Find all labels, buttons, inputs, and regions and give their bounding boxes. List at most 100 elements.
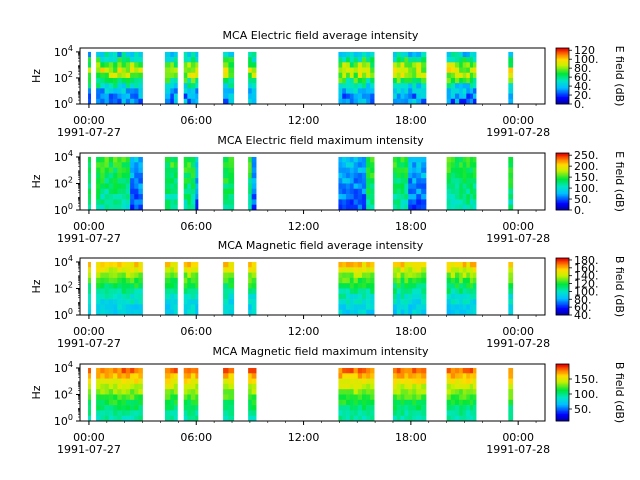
colorbar-step bbox=[556, 293, 569, 296]
data-segment bbox=[342, 293, 347, 300]
data-segment bbox=[183, 277, 188, 284]
data-segment bbox=[412, 367, 417, 374]
data-segment bbox=[454, 172, 460, 179]
data-segment bbox=[195, 405, 199, 411]
data-segment bbox=[357, 51, 363, 58]
data-segment bbox=[251, 378, 257, 385]
data-segment bbox=[138, 261, 143, 268]
data-segment bbox=[190, 98, 196, 105]
colorbar-step bbox=[556, 102, 569, 105]
data-segment bbox=[173, 204, 178, 211]
data-segment bbox=[190, 183, 196, 190]
data-segment bbox=[412, 88, 417, 94]
data-segment bbox=[248, 383, 252, 390]
data-segment bbox=[353, 62, 359, 68]
data-segment bbox=[346, 62, 351, 68]
data-segment bbox=[113, 72, 118, 79]
data-segment bbox=[96, 83, 101, 89]
data-segment bbox=[459, 178, 464, 184]
data-segment bbox=[113, 194, 118, 200]
data-segment bbox=[357, 183, 363, 190]
data-segment bbox=[223, 389, 229, 395]
data-segment bbox=[173, 77, 178, 84]
data-segment bbox=[412, 394, 417, 401]
data-segment bbox=[416, 304, 422, 310]
data-segment bbox=[408, 399, 413, 406]
data-segment bbox=[183, 267, 188, 273]
data-segment bbox=[473, 162, 477, 168]
data-segment bbox=[416, 272, 422, 279]
data-segment bbox=[416, 194, 422, 200]
data-segment bbox=[450, 156, 456, 163]
data-segment bbox=[466, 77, 471, 84]
data-segment bbox=[466, 67, 471, 74]
data-segment bbox=[508, 57, 514, 63]
data-segment bbox=[164, 293, 171, 300]
data-segment bbox=[361, 83, 367, 89]
data-segment bbox=[412, 373, 417, 379]
data-segment bbox=[370, 405, 375, 411]
data-segment bbox=[353, 405, 359, 411]
data-segment bbox=[104, 172, 110, 179]
data-segment bbox=[469, 199, 474, 205]
data-segment bbox=[96, 261, 101, 268]
colorbar-step bbox=[556, 299, 569, 302]
y-tick-label: 102 bbox=[54, 386, 73, 401]
data-segment bbox=[195, 156, 199, 163]
data-segment bbox=[125, 383, 131, 390]
data-segment bbox=[459, 399, 464, 406]
colorbar-step bbox=[556, 62, 569, 64]
data-segment bbox=[117, 272, 122, 279]
data-segment bbox=[125, 410, 131, 416]
data-segment bbox=[228, 204, 235, 211]
data-segment bbox=[508, 93, 514, 100]
data-segment bbox=[508, 373, 514, 379]
data-segment bbox=[454, 204, 460, 211]
data-segment bbox=[228, 167, 235, 174]
data-segment bbox=[164, 410, 171, 416]
data-segment bbox=[454, 383, 460, 390]
data-segment bbox=[404, 77, 409, 84]
data-segment bbox=[370, 98, 375, 105]
data-segment bbox=[125, 77, 131, 84]
data-segment bbox=[412, 93, 417, 100]
data-segment bbox=[462, 267, 467, 273]
data-segment bbox=[338, 299, 343, 305]
data-segment bbox=[108, 204, 114, 211]
data-segment bbox=[366, 51, 371, 58]
data-segment bbox=[187, 405, 192, 411]
data-segment bbox=[338, 162, 343, 168]
data-segment bbox=[113, 299, 118, 305]
data-segment bbox=[195, 98, 199, 105]
data-segment bbox=[170, 383, 175, 390]
colorbar-tick-label: 80. bbox=[574, 62, 592, 75]
data-segment bbox=[248, 410, 252, 416]
data-segment bbox=[190, 415, 196, 422]
data-segment bbox=[138, 167, 143, 174]
data-segment bbox=[450, 51, 456, 58]
data-segment bbox=[342, 98, 347, 105]
data-segment bbox=[450, 405, 456, 411]
data-segment bbox=[408, 194, 413, 200]
data-segment bbox=[392, 283, 398, 289]
data-segment bbox=[416, 204, 422, 211]
data-segment bbox=[121, 415, 127, 422]
data-segment bbox=[113, 304, 118, 310]
data-segment bbox=[396, 172, 401, 179]
data-segment bbox=[195, 72, 199, 79]
data-segment bbox=[400, 183, 405, 190]
data-segment bbox=[366, 188, 371, 195]
data-segment bbox=[408, 304, 413, 310]
data-segment bbox=[404, 267, 409, 273]
data-segment bbox=[370, 272, 375, 279]
data-segment bbox=[248, 178, 252, 184]
data-segment bbox=[459, 98, 464, 105]
data-segment bbox=[396, 98, 401, 105]
data-segment bbox=[450, 267, 456, 273]
data-segment bbox=[462, 373, 467, 379]
data-segment bbox=[121, 83, 127, 89]
data-segment bbox=[342, 93, 347, 100]
data-segment bbox=[346, 399, 351, 406]
colorbar-step bbox=[556, 80, 569, 82]
colorbar-step bbox=[556, 300, 569, 303]
